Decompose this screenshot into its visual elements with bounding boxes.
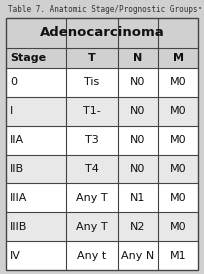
Text: IV: IV [10, 250, 21, 261]
Text: M0: M0 [170, 193, 186, 203]
FancyBboxPatch shape [6, 241, 198, 270]
Text: 0: 0 [10, 78, 17, 87]
Text: IIIA: IIIA [10, 193, 27, 203]
Text: N0: N0 [130, 135, 146, 145]
Text: Any t: Any t [77, 250, 107, 261]
Text: T1-: T1- [83, 106, 101, 116]
Text: IIB: IIB [10, 164, 24, 174]
Text: M1: M1 [170, 250, 186, 261]
FancyBboxPatch shape [6, 68, 198, 97]
Text: M0: M0 [170, 222, 186, 232]
Text: M0: M0 [170, 135, 186, 145]
Text: N1: N1 [130, 193, 146, 203]
FancyBboxPatch shape [6, 212, 198, 241]
Text: Any T: Any T [76, 193, 108, 203]
Text: IIIB: IIIB [10, 222, 27, 232]
Text: N0: N0 [130, 106, 146, 116]
Text: I: I [10, 106, 13, 116]
Text: M0: M0 [170, 78, 186, 87]
Text: Table 7. Anatomic Stage/Prognostic Groupsᵃ: Table 7. Anatomic Stage/Prognostic Group… [8, 4, 202, 13]
FancyBboxPatch shape [6, 97, 198, 126]
Text: T: T [88, 53, 96, 63]
FancyBboxPatch shape [6, 18, 198, 270]
Text: N2: N2 [130, 222, 146, 232]
Text: T3: T3 [85, 135, 99, 145]
Text: M0: M0 [170, 164, 186, 174]
Text: M0: M0 [170, 106, 186, 116]
FancyBboxPatch shape [6, 126, 198, 155]
Text: Stage: Stage [10, 53, 46, 63]
Text: Tis: Tis [84, 78, 100, 87]
FancyBboxPatch shape [6, 183, 198, 212]
Text: Adenocarcinoma: Adenocarcinoma [40, 27, 164, 39]
Text: T4: T4 [85, 164, 99, 174]
FancyBboxPatch shape [6, 18, 198, 48]
Text: N0: N0 [130, 164, 146, 174]
Text: N0: N0 [130, 78, 146, 87]
Text: IIA: IIA [10, 135, 24, 145]
Text: M: M [173, 53, 184, 63]
Text: Any N: Any N [121, 250, 155, 261]
Text: Any T: Any T [76, 222, 108, 232]
Text: N: N [133, 53, 143, 63]
FancyBboxPatch shape [6, 48, 198, 68]
FancyBboxPatch shape [6, 155, 198, 183]
